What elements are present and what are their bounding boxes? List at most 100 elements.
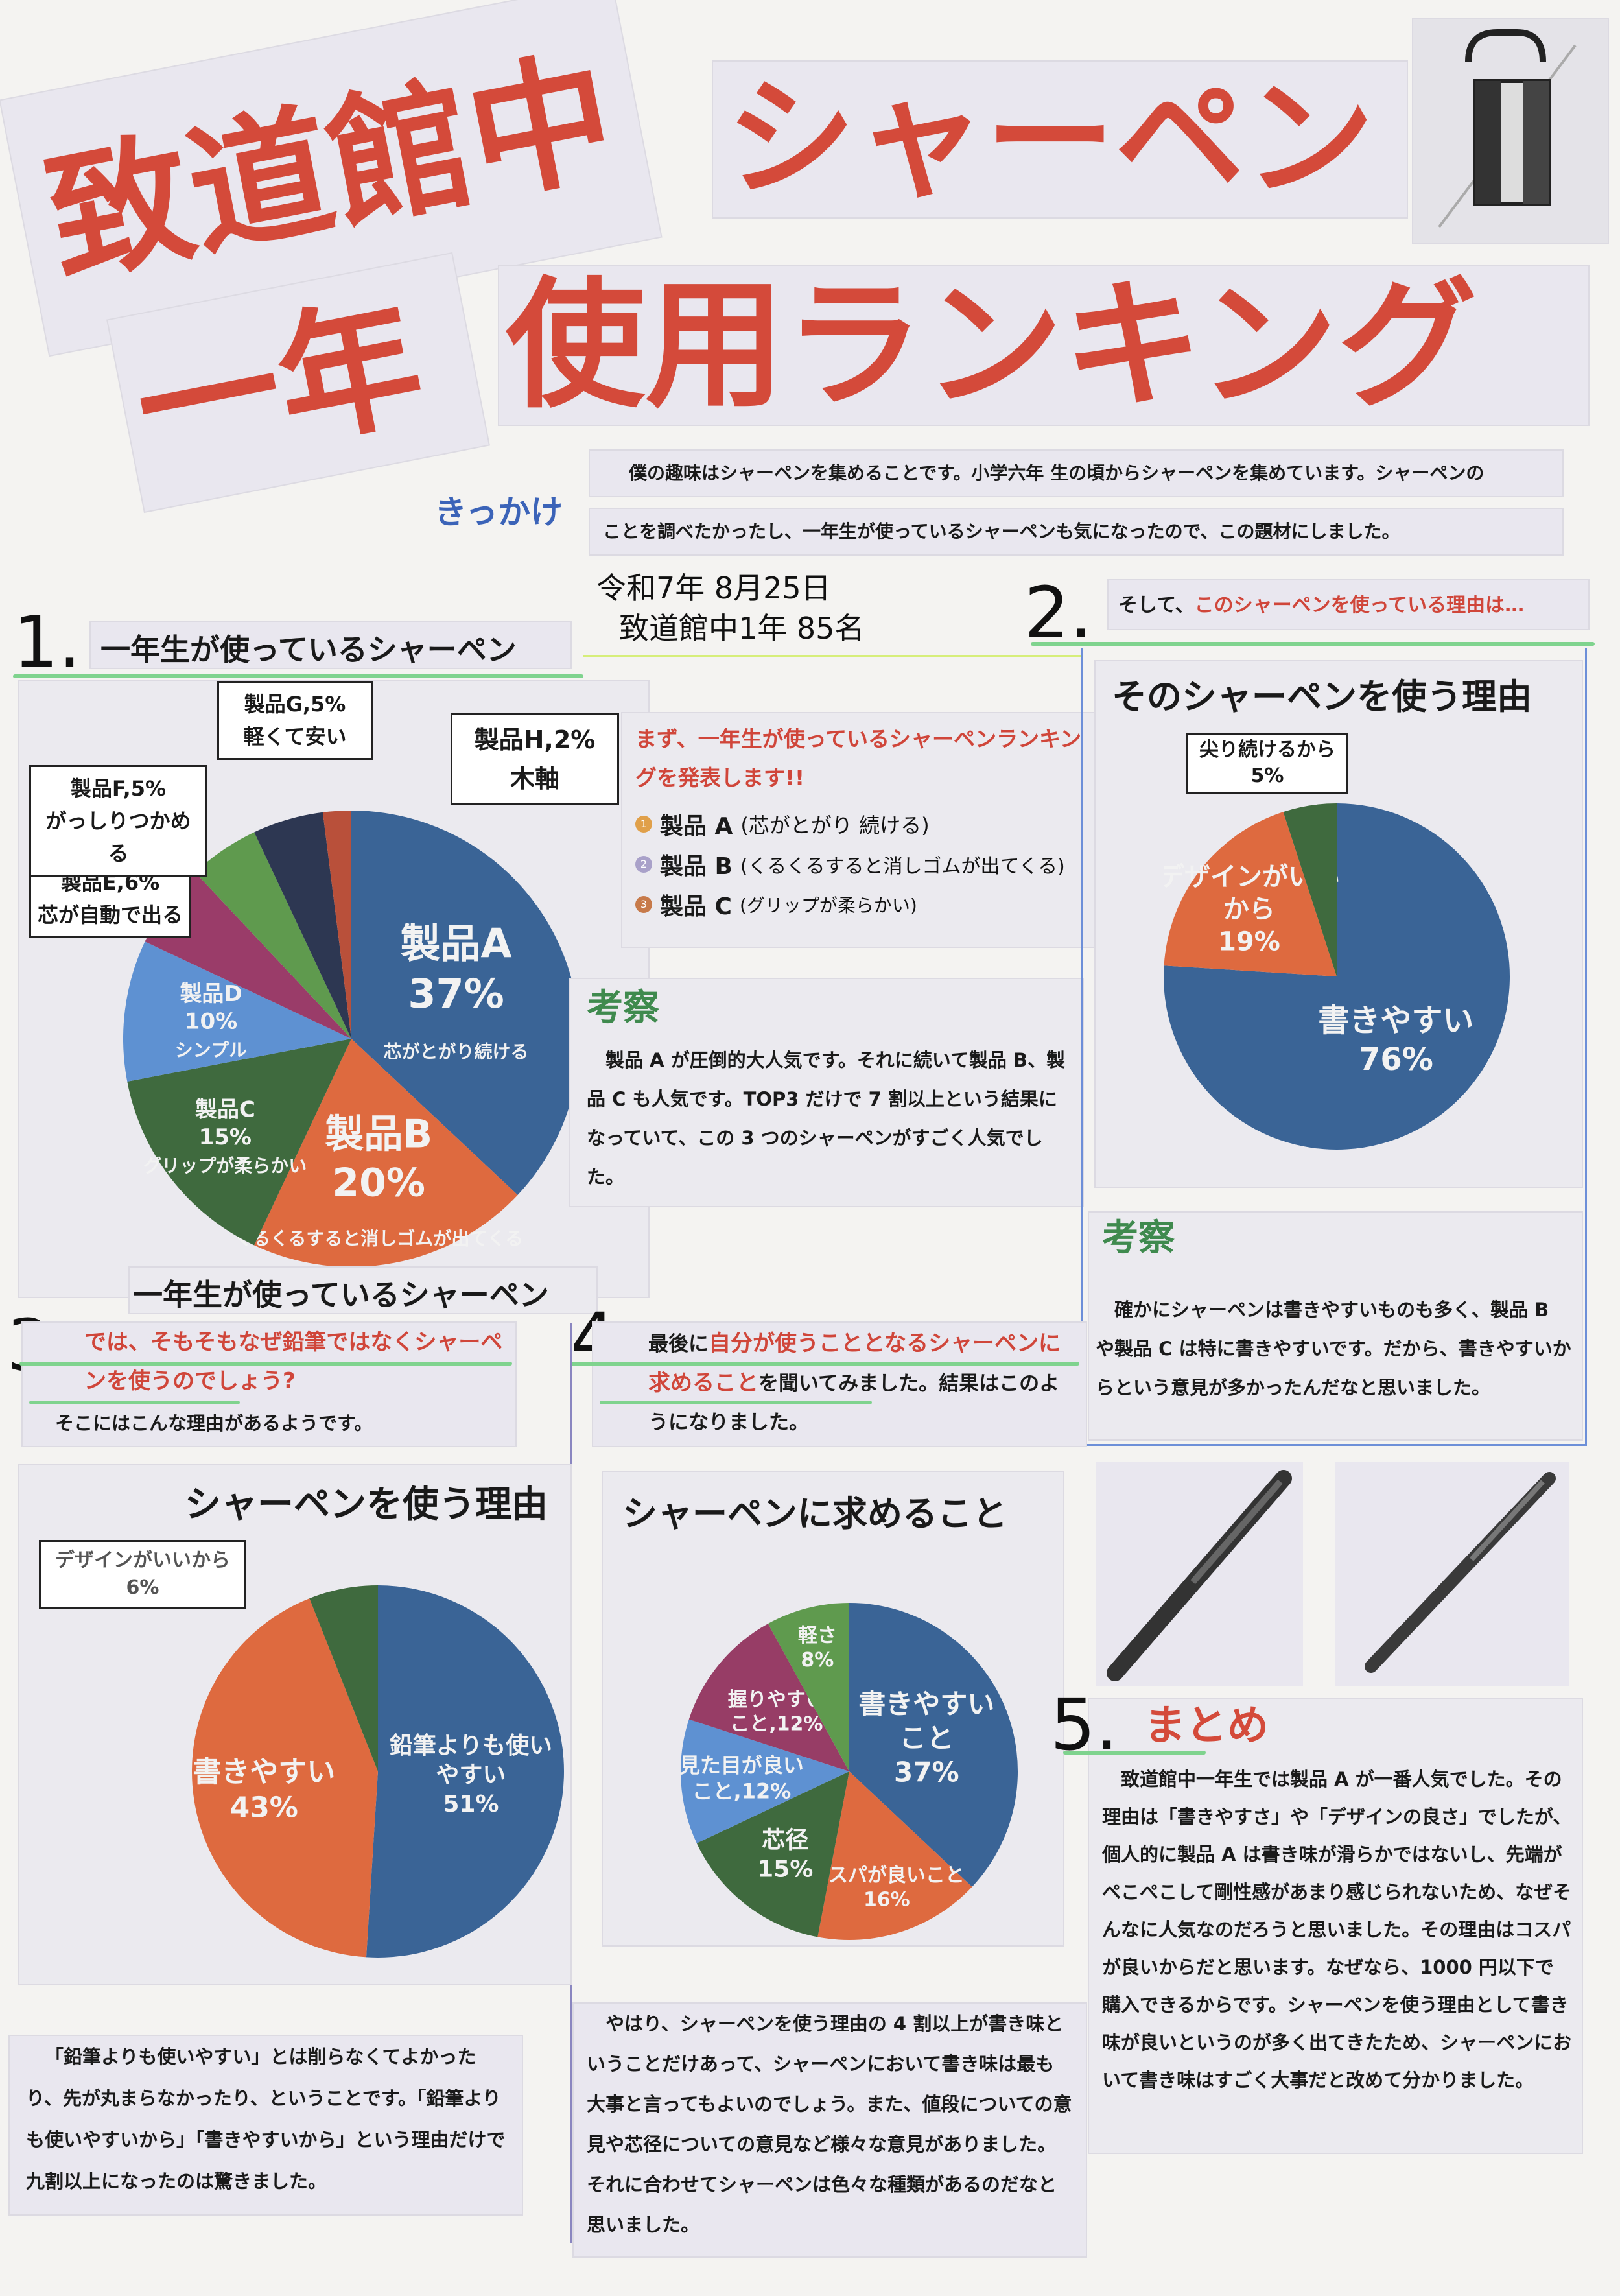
section1-number: 1.	[13, 600, 81, 683]
intro-strip-2: ことを調べたかったし、一年生が使っているシャーペンも気になったので、この題材にし…	[590, 509, 1562, 554]
section1-underline	[13, 674, 583, 678]
section2-kosatsu-title: 考察	[1102, 1217, 1175, 1259]
mechanical-pencil-icon	[1107, 1470, 1292, 1681]
section1-kosatsu-text: 製品 A が圧倒的大人気です。それに続いて製品 B、製品 C も人気です。TOP…	[587, 1049, 1066, 1188]
chart4-title: シャーペンに求めること	[622, 1493, 1007, 1534]
section2-kosatsu-box: 考察 確かにシャーペンは書きやすいものも多く、製品 B や製品 C は特に書きや…	[1089, 1213, 1582, 1439]
pie-slice	[1164, 812, 1337, 976]
pie-slice-label: 書きやすい 43%	[193, 1756, 335, 1825]
chart1-caption-box: 一年生が使っているシャーペン	[130, 1268, 596, 1313]
chart4-pie: 書きやすいこと 37% コスパが良いこと 16%芯径 15% 見た目が良いこと,12% 握り…	[679, 1603, 1018, 1940]
pie-slice	[195, 832, 351, 1039]
pie-slice	[817, 1771, 972, 1940]
section3-underline-1	[19, 1362, 512, 1366]
medal-bronze-icon: 3	[635, 896, 652, 913]
pie-slice-label: 見た目が良いこと,12%	[679, 1753, 804, 1804]
chart2-pie: 書きやすい 76%デザインがいいから 19%	[1164, 803, 1510, 1150]
callout-g-line2: 軽くて安い	[243, 724, 347, 749]
ranking-list: 1 製品 A (芯がとがり 続ける) 2 製品 B (くるくるすると消しゴムが出てくる)…	[635, 804, 1065, 925]
section3-text: そこにはこんな理由があるようです。	[55, 1412, 373, 1434]
section4-comment: やはり、シャーペンを使う理由の 4 割以上が書き味ということだけあって、シャーペ…	[587, 2013, 1072, 2236]
ranking-note: (芯がとがり 続ける)	[740, 813, 930, 838]
pie-slice	[366, 1585, 564, 1958]
medal-silver-icon: 2	[635, 856, 652, 873]
callout-f-line2: がっしりつかめる	[45, 809, 191, 866]
pie-slice	[688, 1624, 849, 1771]
ranking-box: まず、一年生が使っているシャーペンランキングを発表します!! 1 製品 A (芯がと…	[622, 713, 1102, 947]
section4-text: 最後に自分が使うこととなるシャーペンに求めることを聞いてみました。結果はこのよう…	[648, 1324, 1079, 1442]
pie-slice-label: 製品A 37%芯がとがり続ける	[384, 919, 529, 1062]
title-line1b: シャーペン	[726, 64, 1375, 215]
mechanical-pencil-icon	[1438, 29, 1577, 228]
section3-comment: 「鉛筆よりも使いやすい」とは削らなくてよかったり、先が丸まらなかったり、というこ…	[26, 2046, 506, 2192]
callout-g-line1: 製品G,5%	[244, 692, 346, 716]
ranking-name: 製品 B	[660, 853, 733, 880]
section4-lead: 最後に	[648, 1332, 709, 1356]
pie-slice-label: 軽さ 8%	[798, 1624, 837, 1672]
title-line1a: 致道館中	[34, 32, 627, 305]
section5-number: 5.	[1050, 1683, 1118, 1766]
pie-slice	[145, 872, 351, 1039]
callout-h-line2: 木軸	[510, 764, 559, 793]
summary-text: 致道館中一年生では製品 A が一番人気でした。その理由は「書きやすさ」や「デザイ…	[1102, 1768, 1572, 2091]
pencil-drawing	[1413, 19, 1608, 243]
pie-slice-label: 書きやすい 76%	[1318, 1002, 1473, 1078]
pie-slice	[192, 1598, 378, 1958]
survey-date: 令和7年 8月25日	[596, 571, 831, 606]
pie-slice	[127, 1039, 351, 1246]
pie-slice-label: 製品D 10%シンプル	[175, 981, 247, 1061]
summary-box: まとめ 致道館中一年生では製品 A が一番人気でした。その理由は「書きやすさ」や…	[1089, 1699, 1582, 2153]
survey-respondents: 致道館中1年 85名	[619, 611, 865, 646]
section2-kosatsu-text: 確かにシャーペンは書きやすいものも多く、製品 B や製品 C は特に書きやすいで…	[1096, 1299, 1571, 1399]
section2-number: 2.	[1024, 571, 1092, 654]
section1-heading-box: 一年生が使っているシャーペン	[91, 622, 570, 668]
title-block-1b: シャーペン	[713, 62, 1407, 217]
chart1-caption: 一年生が使っているシャーペン	[133, 1277, 549, 1312]
intro-label: きっかけ	[434, 493, 563, 531]
callout-f-line1: 製品F,5%	[70, 776, 167, 801]
pen-drawing-2	[1335, 1462, 1569, 1686]
callout-h-line1: 製品H,2%	[474, 726, 596, 754]
pie-slice	[849, 1603, 1018, 1887]
section1-kosatsu-box: 考察 製品 A が圧倒的大人気です。それに続いて製品 B、製品 C も人気です。…	[570, 979, 1083, 1206]
ranking-item-2: 2 製品 B (くるくるすると消しゴムが出てくる)	[635, 844, 1065, 884]
section4-box: 最後に自分が使うこととなるシャーペンに求めることを聞いてみました。結果はこのよう…	[593, 1323, 1086, 1446]
section4-comment-box: やはり、シャーペンを使う理由の 4 割以上が書き味ということだけあって、シャーペ…	[574, 2004, 1086, 2256]
callout-design-line1: デザインがいいから	[55, 1549, 230, 1572]
title-line2a: 一年	[123, 278, 435, 495]
intro-line-1: 僕の趣味はシャーペンを集めることです。小学六年 生の頃からシャーペンを集めていま…	[629, 462, 1485, 484]
pie-slice-label: 握りやすいこと,12%	[728, 1688, 825, 1736]
section2-lead-box: そして、このシャーペンを使っている理由は…	[1109, 580, 1588, 629]
section2-underline	[1031, 642, 1595, 646]
pie-slice	[123, 941, 351, 1082]
pie-slice	[254, 812, 351, 1039]
callout-product-g: 製品G,5% 軽くて安い	[217, 681, 373, 760]
pie-slice	[254, 1039, 518, 1267]
callout-sharp-line2: 5%	[1250, 764, 1284, 787]
section3-question: では、そもそもなぜ鉛筆ではなくシャーペンを使うのでしょう?	[84, 1329, 503, 1394]
pie-slice	[351, 811, 580, 1195]
pie-slice	[309, 1585, 378, 1771]
section1-heading: 一年生が使っているシャーペン	[100, 632, 517, 667]
medal-gold-icon: 1	[635, 816, 652, 833]
callout-e-line2: 芯が自動で出る	[38, 903, 183, 927]
pie-slice-label: 書きやすいこと 37%	[858, 1688, 994, 1788]
summary-title: まとめ	[1144, 1702, 1269, 1750]
pie-slice-label: コスパが良いこと 16%	[809, 1864, 965, 1911]
callout-design-line2: 6%	[126, 1576, 159, 1599]
pen-drawing-1	[1096, 1462, 1303, 1686]
pie-slice-label: 芯径 15%	[757, 1827, 813, 1882]
title-line2b: 使用ランキング	[506, 264, 1477, 427]
section4-underline-1	[570, 1362, 1079, 1366]
chart2-title: そのシャーペンを使う理由	[1112, 676, 1532, 717]
intro-line-2: ことを調べたかったし、一年生が使っているシャーペンも気になったので、この題材にし…	[603, 521, 1400, 542]
section3-underline-2	[29, 1401, 240, 1404]
callout-sharp-line1: 尖り続けるから	[1199, 739, 1335, 761]
intro-strip-1: 僕の趣味はシャーペンを集めることです。小学六年 生の頃からシャーペンを集めていま…	[590, 451, 1562, 496]
pie-slice	[696, 1771, 849, 1937]
title-block-2b: 使用ランキング	[499, 266, 1588, 425]
section4-lead-red: 自分が使うこととなるシャーペンに求めること	[648, 1331, 1061, 1396]
section1-kosatsu-title: 考察	[587, 987, 659, 1029]
ranking-item-3: 3 製品 C (グリップが柔らかい)	[635, 884, 1065, 925]
